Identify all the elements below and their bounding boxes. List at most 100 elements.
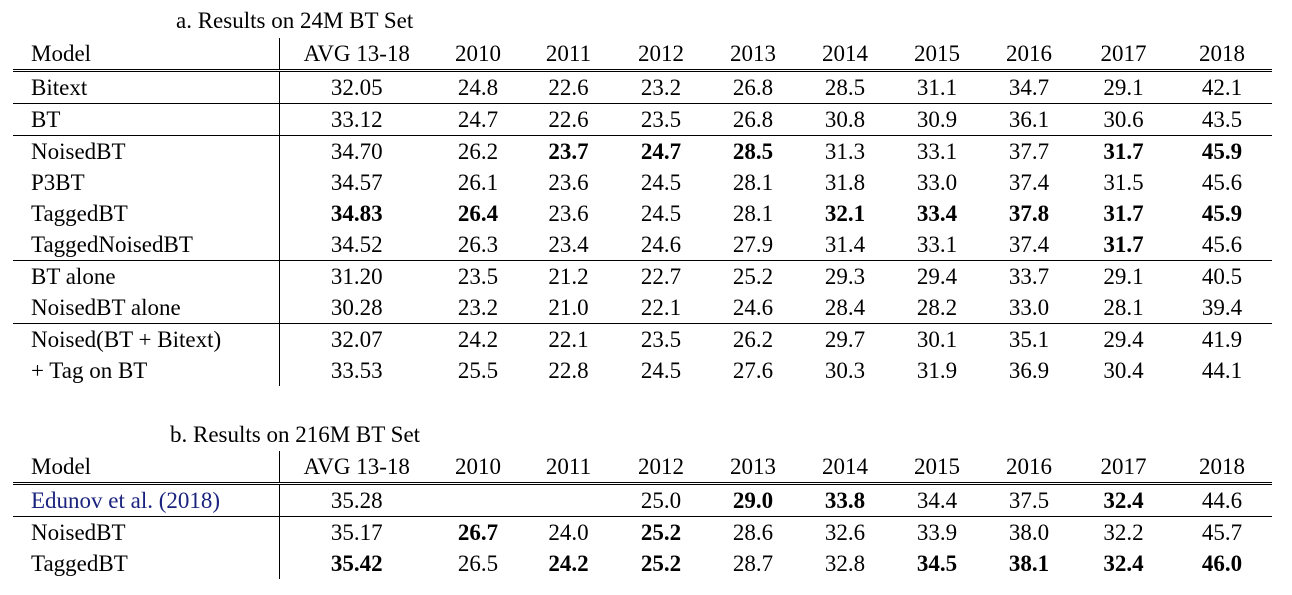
score-cell: 23.2: [615, 70, 707, 104]
score-cell: 33.1: [891, 229, 983, 261]
score-cell: 26.2: [732, 327, 774, 352]
score-cell: [434, 483, 522, 517]
score-cell: 33.9: [916, 520, 958, 545]
score-cell: 26.7: [457, 520, 499, 545]
model-name: TaggedBT: [13, 548, 280, 579]
score-cell: 45.9: [1201, 201, 1243, 226]
score-cell: 33.4: [916, 201, 958, 226]
score-cell: 23.4: [522, 229, 615, 261]
score-cell: 45.9: [1201, 139, 1243, 164]
score-cell: 45.6: [1172, 229, 1272, 261]
column-header: 2010: [434, 451, 522, 485]
score-cell: 24.5: [640, 170, 682, 195]
score-cell: 28.1: [732, 201, 774, 226]
score-cell: 31.7: [1103, 201, 1144, 226]
score-cell: 28.6: [732, 520, 774, 545]
score-cell: 45.7: [1201, 520, 1243, 545]
score-cell: 41.9: [1201, 327, 1243, 352]
score-cell: 31.4: [799, 229, 891, 261]
score-cell: 26.2: [457, 139, 499, 164]
score-cell: 38.1: [1008, 551, 1050, 576]
table-row: TaggedNoisedBT 34.52 26.3 23.4 24.6 27.9 31.4 3…: [13, 229, 1272, 261]
score-cell: 22.8: [548, 358, 589, 383]
score-cell: 24.5: [640, 358, 682, 383]
column-header: 2013: [707, 38, 799, 72]
column-header: AVG 13-18: [279, 451, 434, 485]
table-row: NoisedBT 35.17 26.7 24.0 25.2 28.6 32.6 33.9 38.…: [13, 516, 1272, 548]
score-cell: 28.4: [799, 292, 891, 324]
score-cell: 23.2: [434, 292, 522, 324]
score-cell: 40.5: [1201, 264, 1243, 289]
score-cell: 24.5: [640, 201, 682, 226]
citation-link[interactable]: Edunov et al. (2018): [13, 483, 280, 517]
score-cell: 43.5: [1172, 103, 1272, 136]
score-cell: 29.0: [707, 483, 799, 517]
model-name: TaggedNoisedBT: [13, 229, 280, 261]
table-row: Noised(BT + Bitext) 32.07 24.2 22.1 23.5 26.2…: [13, 323, 1272, 355]
table-row: + Tag on BT 33.53 25.5 22.8 24.5 27.6 30.3 31.9…: [13, 355, 1272, 386]
model-name: Noised(BT + Bitext): [13, 323, 280, 355]
score-cell: 34.52: [279, 229, 434, 261]
column-header: 2010: [434, 38, 522, 72]
score-cell: 29.7: [824, 327, 866, 352]
score-cell: 27.6: [732, 358, 774, 383]
score-cell: 29.4: [916, 264, 958, 289]
score-cell: 36.1: [983, 103, 1075, 136]
model-name: BT: [13, 103, 280, 136]
score-cell: 34.70: [330, 139, 383, 164]
column-header: 2015: [891, 38, 983, 72]
table-row: BT 33.12 24.7 22.6 23.5 26.8 30.8 30.9 36.1 30.6 4…: [13, 103, 1272, 136]
column-header: 2018: [1172, 38, 1272, 72]
model-name: Bitext: [13, 70, 280, 104]
score-cell: 44.1: [1201, 358, 1243, 383]
score-cell: 27.9: [707, 229, 799, 261]
score-cell: 32.4: [1075, 483, 1172, 517]
score-cell: 26.4: [457, 201, 499, 226]
score-cell: 37.8: [1008, 201, 1050, 226]
score-cell: 28.7: [732, 551, 774, 576]
results-table-24m: Model AVG 13-18 2010 2011 2012 2013 2014 2015 20…: [13, 38, 1272, 386]
header-row: Model AVG 13-18 2010 2011 2012 2013 2014 2015 20…: [13, 451, 1272, 485]
score-cell: 24.0: [548, 520, 589, 545]
score-cell: 25.2: [640, 551, 682, 576]
score-cell: 26.8: [707, 103, 799, 136]
column-header: 2011: [522, 451, 615, 485]
score-cell: 33.53: [330, 358, 383, 383]
score-cell: 23.5: [640, 327, 682, 352]
score-cell: 24.8: [434, 70, 522, 104]
score-cell: [522, 483, 615, 517]
score-cell: 28.5: [732, 139, 774, 164]
score-cell: 34.83: [330, 201, 383, 226]
score-cell: 29.3: [824, 264, 866, 289]
score-cell: 29.1: [1103, 264, 1144, 289]
score-cell: 31.7: [1103, 139, 1144, 164]
table-a-caption: a. Results on 24M BT Set: [176, 8, 414, 33]
table-row: BT alone 31.20 23.5 21.2 22.7 25.2 29.3 29.4 33.…: [13, 260, 1272, 292]
column-header: 2012: [615, 38, 707, 72]
model-name: P3BT: [13, 167, 280, 198]
score-cell: 28.1: [1075, 292, 1172, 324]
score-cell: 35.17: [330, 520, 383, 545]
score-cell: 32.2: [1103, 520, 1144, 545]
column-header: 2011: [522, 38, 615, 72]
model-name: TaggedBT: [13, 198, 280, 229]
score-cell: 29.4: [1103, 327, 1144, 352]
table-row: Edunov et al. (2018) 35.28 25.0 29.0 33.8 34.…: [13, 483, 1272, 517]
table-row: Bitext 32.05 24.8 22.6 23.2 26.8 28.5 31.1 34.7 2…: [13, 70, 1272, 104]
score-cell: 24.6: [615, 229, 707, 261]
score-cell: 34.5: [916, 551, 958, 576]
column-header: 2017: [1075, 451, 1172, 485]
score-cell: 45.6: [1201, 170, 1243, 195]
score-cell: 35.1: [1008, 327, 1050, 352]
score-cell: 30.9: [891, 103, 983, 136]
score-cell: 34.57: [330, 170, 383, 195]
score-cell: 34.7: [983, 70, 1075, 104]
score-cell: 31.3: [824, 139, 866, 164]
score-cell: 21.2: [548, 264, 589, 289]
score-cell: 29.1: [1075, 70, 1172, 104]
score-cell: 25.2: [732, 264, 774, 289]
results-table-216m: Model AVG 13-18 2010 2011 2012 2013 2014 2015 20…: [13, 451, 1272, 579]
score-cell: 24.2: [548, 551, 589, 576]
score-cell: 32.6: [824, 520, 866, 545]
score-cell: 21.0: [522, 292, 615, 324]
